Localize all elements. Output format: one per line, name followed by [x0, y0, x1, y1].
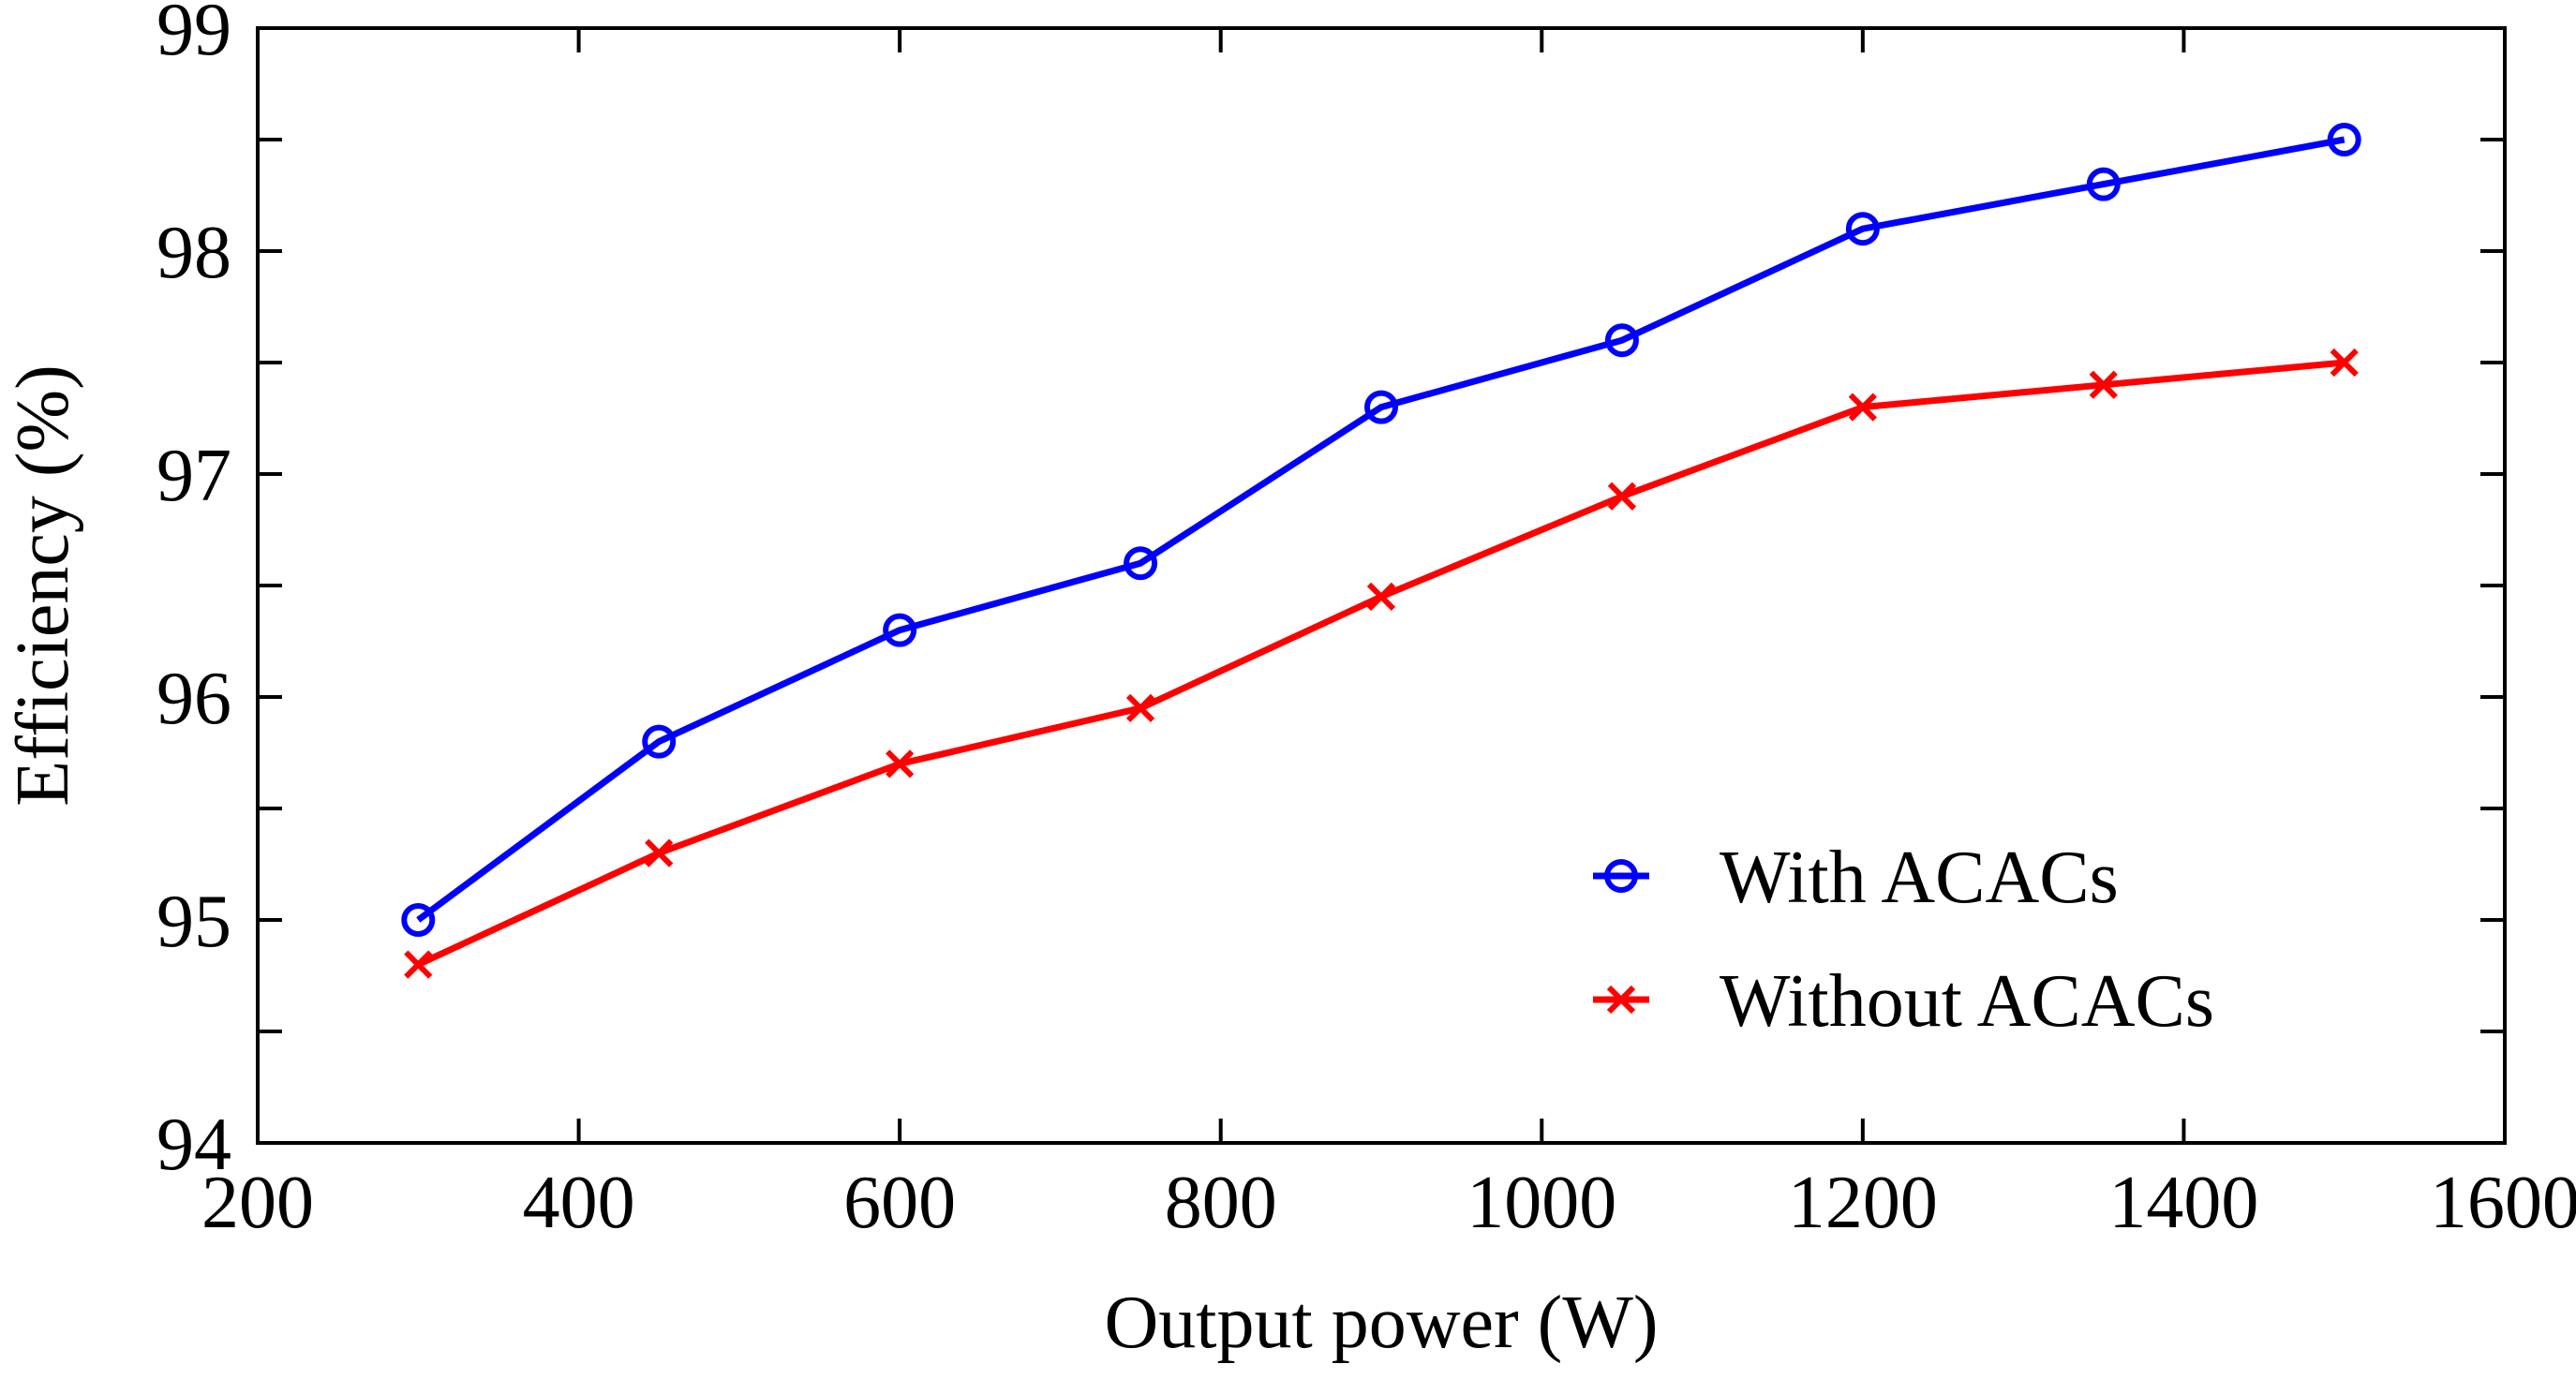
x-tick-label: 1400 — [2108, 1162, 2258, 1244]
data-point — [1848, 393, 1877, 422]
data-point-stroke — [2089, 370, 2118, 399]
y-tick-labels: 94 95 96 97 98 99 — [156, 0, 231, 1186]
data-point — [404, 950, 433, 979]
data-point — [1607, 482, 1637, 511]
x-tick-label: 600 — [843, 1162, 956, 1244]
data-point-stroke — [645, 838, 674, 867]
data-point — [883, 613, 917, 647]
legend-item: Without ACACs — [1593, 960, 2214, 1043]
data-point — [2330, 348, 2359, 378]
data-point-stroke — [886, 749, 915, 778]
data-point-stroke — [1125, 693, 1155, 723]
data-point — [2089, 370, 2118, 399]
data-point — [645, 838, 674, 867]
x-tick-label: 1200 — [1788, 1162, 1938, 1244]
x-tick-label: 800 — [1165, 1162, 1277, 1244]
series-without-acacs — [404, 348, 2359, 979]
data-point — [1604, 323, 1639, 358]
y-tick-label: 96 — [156, 658, 231, 740]
legend-item: With ACACs — [1593, 837, 2119, 919]
plot-area-frame — [256, 26, 2507, 1145]
data-point — [2327, 123, 2361, 156]
data-point — [1364, 390, 1398, 424]
y-tick-label: 98 — [156, 212, 231, 294]
legend-marker — [1606, 985, 1636, 1015]
data-point-stroke — [404, 950, 433, 979]
y-tick-label: 97 — [156, 435, 231, 517]
data-point-stroke — [2330, 348, 2359, 378]
data-point — [886, 749, 915, 778]
series-layer — [401, 123, 2361, 979]
data-point — [1124, 546, 1158, 581]
data-point — [2086, 167, 2121, 201]
x-tick-label: 1600 — [2430, 1162, 2576, 1244]
data-point-stroke — [1607, 482, 1637, 511]
data-point — [401, 903, 436, 937]
legend-marker — [1604, 859, 1638, 893]
y-tick-label: 94 — [156, 1104, 231, 1186]
x-tick-label: 400 — [523, 1162, 635, 1244]
x-axis-title: Output power (W) — [1105, 1282, 1659, 1364]
x-tick-label: 1000 — [1467, 1162, 1616, 1244]
axis-ticks — [256, 26, 2507, 1145]
x-tick-label: 200 — [201, 1162, 314, 1244]
legend-marker-stroke — [1606, 985, 1636, 1015]
series-line — [416, 136, 2345, 923]
legend-label: With ACACs — [1720, 837, 2119, 919]
legend: With ACACs Without ACACs — [1593, 837, 2214, 1043]
data-point-stroke — [1848, 393, 1877, 422]
series-with-acacs — [401, 123, 2361, 937]
data-point — [1125, 693, 1155, 723]
x-tick-labels: 200 400 600 800 1000 1200 1400 1600 — [201, 1162, 2576, 1244]
y-axis-title: Efficiency (%) — [2, 364, 84, 807]
legend-label: Without ACACs — [1720, 960, 2214, 1043]
y-tick-label: 95 — [156, 881, 231, 963]
data-point — [1366, 582, 1396, 612]
data-point-stroke — [1366, 582, 1396, 612]
y-tick-label: 99 — [156, 0, 231, 71]
data-point — [642, 724, 677, 759]
data-point — [1845, 212, 1880, 246]
